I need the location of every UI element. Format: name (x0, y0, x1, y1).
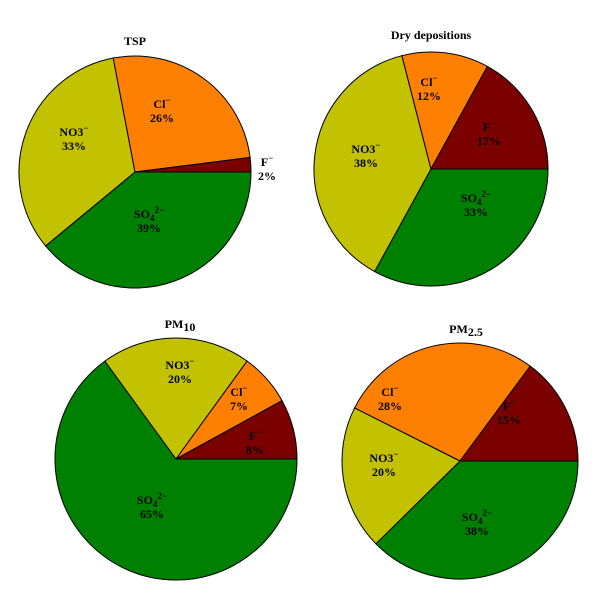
pie-slice-no3 (313, 55, 432, 273)
pie-slice-no3 (341, 407, 461, 545)
pie-slice-no3 (18, 57, 136, 247)
slice-percent: 33% (464, 205, 488, 219)
slice-percent: 33% (62, 139, 86, 153)
slice-percent: 26% (150, 111, 174, 125)
pie-chart-3: PM10 F−8% SO42−65% NO3−20% Cl−7% (54, 317, 298, 581)
slice-label: Cl− (153, 95, 170, 111)
chart-title: Dry depositions (391, 28, 472, 42)
slice-label: Cl− (420, 73, 437, 89)
slice-label: NO3− (351, 140, 380, 156)
pie-slice-f (175, 400, 298, 460)
slice-label: SO42− (137, 491, 167, 509)
pie-slice-cl (401, 51, 489, 171)
slice-label: F− (503, 397, 515, 413)
slice-label: NO3− (59, 123, 88, 139)
pie-slice-cl (112, 55, 251, 173)
slice-percent: 28% (378, 399, 402, 413)
pie-slice-f (134, 156, 252, 173)
pie-chart-1: TSP F−2% SO42−39% NO3−33% Cl−26% (18, 34, 276, 289)
pie-chart-2: Dry depositions F−17% SO42−33% NO3−38% Cl−12… (313, 28, 549, 287)
pie-chart-4: PM2.5 F−15% SO42−38% NO3−20% Cl−28% (341, 322, 579, 580)
slice-percent: 20% (168, 372, 192, 386)
pie-slice-so (54, 360, 298, 581)
slice-label: SO42− (134, 205, 164, 223)
pie-slice-so (373, 168, 549, 287)
slice-percent: 7% (230, 399, 248, 413)
pie-slice-so (375, 460, 579, 580)
slice-percent: 39% (137, 221, 161, 235)
slice-percent: 20% (372, 465, 396, 479)
slice-percent: 12% (417, 89, 441, 103)
slice-label: Cl− (381, 383, 398, 399)
slice-percent: 17% (477, 134, 501, 148)
slice-percent: 38% (465, 524, 489, 538)
slice-label: NO3− (369, 449, 398, 465)
chart-title: PM2.5 (449, 322, 483, 339)
slice-percent: 15% (497, 413, 521, 427)
slice-percent: 8% (246, 443, 264, 457)
slice-label: F− (261, 153, 273, 169)
pie-slice-cl (353, 342, 531, 462)
slice-percent: 38% (354, 156, 378, 170)
slice-label: SO42− (462, 508, 492, 526)
slice-label: Cl− (230, 383, 247, 399)
slice-label: NO3− (165, 356, 194, 372)
slice-label: SO42− (461, 189, 491, 207)
slice-percent: 65% (140, 507, 164, 521)
chart-title: TSP (124, 34, 146, 48)
slice-label: F− (249, 427, 261, 443)
pie-slice-no3 (104, 337, 248, 460)
slice-percent: 2% (258, 169, 276, 183)
pie-slice-f (430, 65, 549, 170)
pie-slice-f (459, 365, 579, 462)
pie-slice-so (44, 171, 252, 289)
slice-label: F− (483, 118, 495, 134)
chart-title: PM10 (165, 317, 196, 334)
